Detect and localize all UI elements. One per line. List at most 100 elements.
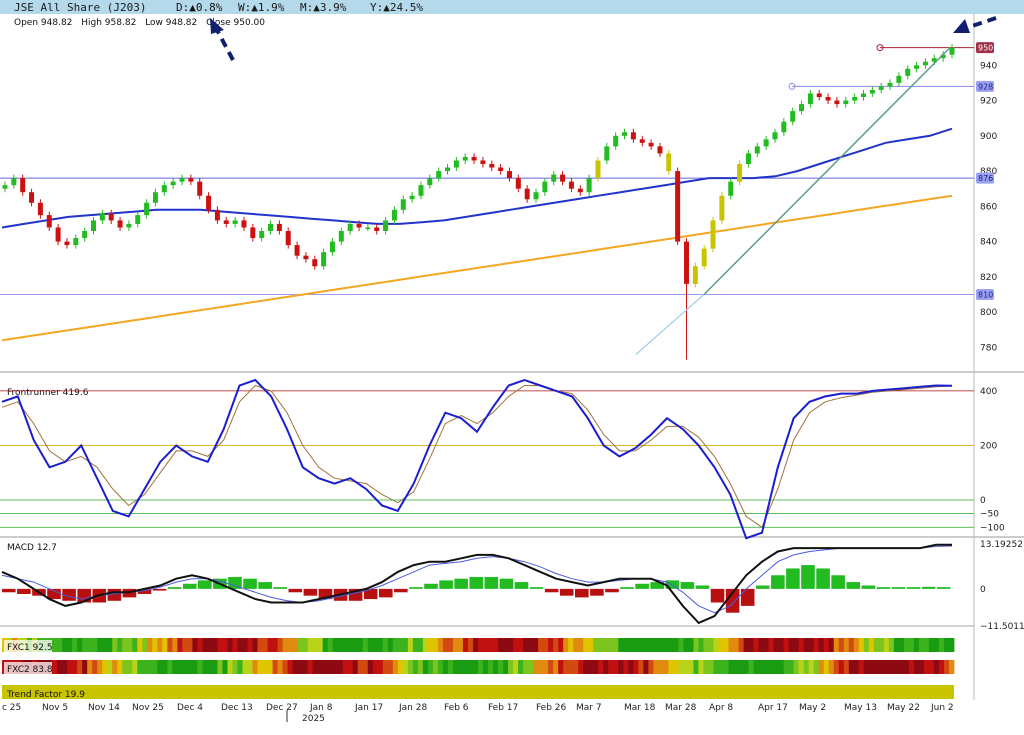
heat-cell <box>452 638 459 652</box>
candle-body <box>259 231 265 239</box>
heat-cell <box>618 660 624 674</box>
candle-body <box>568 181 574 189</box>
heat-cell <box>758 660 764 674</box>
price-tick: 780 <box>980 343 997 353</box>
candle-body <box>896 75 902 83</box>
candle-body <box>250 227 256 239</box>
heat-cell <box>593 638 599 652</box>
candle-body <box>55 227 61 242</box>
candle-body <box>604 146 610 161</box>
heat-cell <box>422 660 429 674</box>
heat-cell <box>773 638 780 652</box>
heat-cell <box>928 660 935 674</box>
heat-cell <box>768 638 775 652</box>
heat-cell <box>683 638 689 652</box>
date-tick: Dec 4 <box>177 703 203 713</box>
heat-cell <box>352 638 359 652</box>
macd-histogram-bar <box>590 588 604 596</box>
heat-cell <box>152 660 158 674</box>
heat-cell <box>923 638 930 652</box>
heat-cell <box>82 660 88 674</box>
heat-cell <box>513 660 519 674</box>
heat-cell <box>948 638 955 652</box>
heat-cell <box>563 638 569 652</box>
frontrunner-tick: 200 <box>980 441 997 451</box>
heat-cell <box>693 660 699 674</box>
heat-cell <box>503 638 509 652</box>
date-tick: Feb 26 <box>536 703 567 713</box>
candle-body <box>232 220 238 224</box>
heat-cell <box>272 638 278 652</box>
heat-cell <box>928 638 935 652</box>
date-tick: Apr 17 <box>758 703 788 713</box>
candle-body <box>719 195 725 221</box>
heat-cell <box>843 638 850 652</box>
frontrunner-panel: 400 200 0 −50 −100 <box>0 378 1005 540</box>
heat-cell <box>528 638 534 652</box>
heat-cell <box>543 660 549 674</box>
macd-histogram-bar <box>363 588 378 600</box>
heat-cell <box>863 638 870 652</box>
heat-cell <box>548 638 554 652</box>
candle-body <box>453 160 459 168</box>
candle-body <box>834 100 840 105</box>
heat-cell <box>893 638 900 652</box>
sma-fast-line <box>1 127 953 229</box>
monthly-change: M:▲3.9% <box>300 1 347 14</box>
heat-cell <box>72 660 78 674</box>
heat-cell <box>257 660 263 674</box>
candle-body <box>427 178 433 186</box>
heat-cell <box>558 638 564 652</box>
heat-cell <box>112 638 118 652</box>
price-level-label: 876 <box>978 174 993 183</box>
macd-histogram-bar <box>318 588 333 600</box>
heat-cell <box>483 660 489 674</box>
heat-cell <box>302 638 309 652</box>
heat-cell <box>623 638 629 652</box>
heat-cell <box>923 660 930 674</box>
candle-body <box>91 220 97 231</box>
macd-signal-line <box>1 545 953 614</box>
candle-body <box>737 164 743 182</box>
candle-body <box>816 93 822 97</box>
candle-body <box>223 220 229 224</box>
candle-body <box>799 104 805 112</box>
heat-cell <box>678 660 684 674</box>
heat-cell <box>122 638 128 652</box>
heat-cell <box>688 638 694 652</box>
heat-cell <box>92 660 98 674</box>
candle-body <box>409 195 415 200</box>
heat-cell <box>733 638 739 652</box>
frontrunner-line <box>1 378 953 540</box>
candle-body <box>710 220 716 249</box>
heat-cell <box>573 638 579 652</box>
heat-cell <box>718 638 724 652</box>
heat-cell <box>197 638 203 652</box>
heat-cell <box>653 638 659 652</box>
macd-histogram-bar <box>831 575 845 589</box>
heat-cell <box>467 638 474 652</box>
heat-cell <box>182 660 188 674</box>
heat-cell <box>658 638 664 652</box>
macd-histogram-bar <box>348 588 363 601</box>
heat-cell <box>97 638 103 652</box>
candle-body <box>303 255 309 260</box>
heat-cell <box>643 660 649 674</box>
heat-cell <box>673 660 679 674</box>
heat-cell <box>503 660 509 674</box>
candle-body <box>436 171 442 179</box>
macd-histogram-bar <box>424 583 438 589</box>
heat-cell <box>242 638 248 652</box>
macd-histogram-bar <box>439 580 453 589</box>
heat-cell <box>853 660 860 674</box>
price-level-box <box>976 42 994 54</box>
heat-cell <box>538 660 544 674</box>
candle-body <box>462 156 468 161</box>
heat-cell <box>903 660 910 674</box>
heat-cell <box>508 660 514 674</box>
heat-cell <box>182 638 188 652</box>
heat-cell <box>472 660 479 674</box>
heat-cell <box>462 638 469 652</box>
candle-body <box>99 213 105 221</box>
